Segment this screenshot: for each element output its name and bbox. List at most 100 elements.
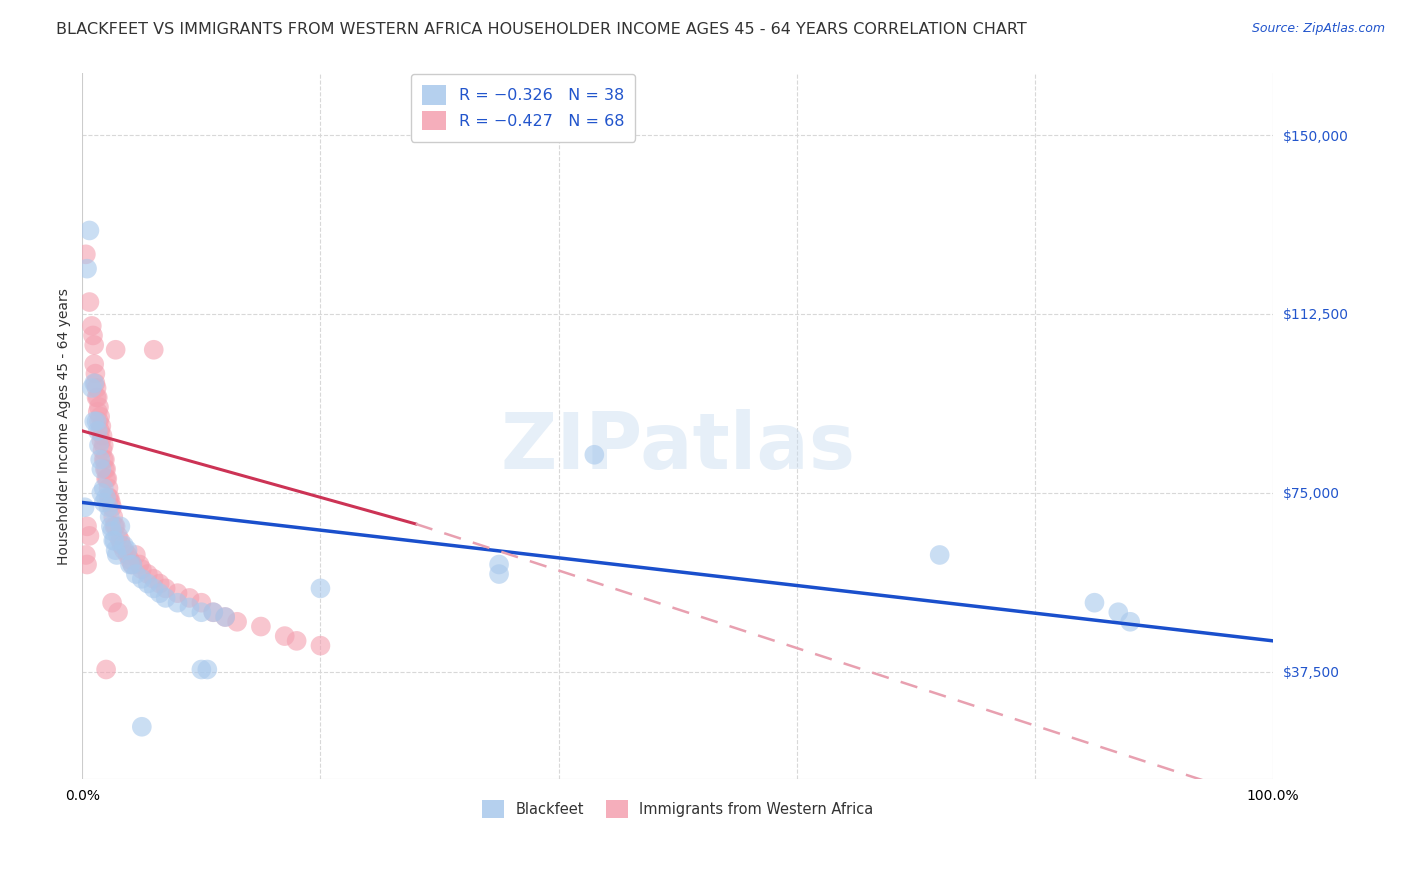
Point	[93, 438, 115, 452]
Point	[87, 438, 110, 452]
Point	[309, 639, 332, 653]
Point	[76, 558, 98, 572]
Point	[142, 343, 165, 357]
Point	[142, 582, 165, 596]
Point	[86, 391, 108, 405]
Point	[84, 376, 107, 391]
Point	[76, 519, 98, 533]
Point	[149, 576, 172, 591]
Point	[79, 295, 101, 310]
Point	[90, 486, 112, 500]
Point	[488, 567, 510, 582]
Text: BLACKFEET VS IMMIGRANTS FROM WESTERN AFRICA HOUSEHOLDER INCOME AGES 45 - 64 YEAR: BLACKFEET VS IMMIGRANTS FROM WESTERN AFR…	[56, 22, 1026, 37]
Point	[202, 605, 225, 619]
Point	[93, 495, 115, 509]
Point	[285, 633, 308, 648]
Point	[101, 596, 124, 610]
Point	[90, 462, 112, 476]
Point	[103, 519, 125, 533]
Point	[89, 452, 111, 467]
Point	[87, 414, 110, 428]
Point	[76, 261, 98, 276]
Point	[98, 491, 121, 505]
Point	[96, 472, 118, 486]
Point	[226, 615, 249, 629]
Point	[87, 391, 110, 405]
Point	[125, 567, 148, 582]
Point	[1083, 596, 1105, 610]
Point	[155, 582, 177, 596]
Y-axis label: Householder Income Ages 45 - 64 years: Householder Income Ages 45 - 64 years	[58, 288, 72, 565]
Point	[83, 414, 105, 428]
Point	[79, 223, 101, 237]
Point	[103, 533, 125, 548]
Point	[104, 543, 127, 558]
Point	[104, 519, 127, 533]
Point	[112, 543, 135, 558]
Point	[73, 500, 96, 515]
Point	[488, 558, 510, 572]
Point	[117, 548, 139, 562]
Point	[94, 491, 117, 505]
Point	[94, 472, 117, 486]
Point	[100, 519, 122, 533]
Point	[110, 519, 132, 533]
Point	[87, 405, 110, 419]
Point	[131, 572, 153, 586]
Point	[91, 428, 114, 442]
Point	[166, 586, 188, 600]
Point	[250, 619, 273, 633]
Point	[97, 500, 120, 515]
Point	[94, 663, 117, 677]
Point	[195, 663, 218, 677]
Point	[105, 548, 128, 562]
Point	[80, 381, 103, 395]
Point	[83, 338, 105, 352]
Point	[79, 529, 101, 543]
Point	[131, 720, 153, 734]
Point	[155, 591, 177, 605]
Point	[190, 605, 212, 619]
Point	[121, 558, 143, 572]
Point	[86, 381, 108, 395]
Point	[118, 558, 141, 572]
Point	[94, 452, 117, 467]
Point	[86, 414, 108, 428]
Point	[103, 533, 125, 548]
Point	[83, 357, 105, 371]
Point	[75, 548, 97, 562]
Point	[131, 562, 153, 576]
Point	[190, 596, 212, 610]
Point	[100, 495, 122, 509]
Point	[84, 367, 107, 381]
Point	[110, 538, 132, 552]
Point	[91, 442, 114, 457]
Text: ZIPatlas: ZIPatlas	[501, 409, 855, 485]
Point	[110, 533, 132, 548]
Point	[98, 509, 121, 524]
Point	[75, 247, 97, 261]
Point	[112, 538, 135, 552]
Point	[142, 572, 165, 586]
Point	[107, 605, 129, 619]
Point	[107, 529, 129, 543]
Point	[214, 610, 236, 624]
Point	[928, 548, 950, 562]
Point	[97, 491, 120, 505]
Point	[309, 582, 332, 596]
Point	[82, 328, 104, 343]
Point	[136, 576, 159, 591]
Point	[214, 610, 236, 624]
Point	[121, 558, 143, 572]
Point	[1119, 615, 1142, 629]
Point	[125, 548, 148, 562]
Point	[166, 596, 188, 610]
Point	[118, 553, 141, 567]
Point	[90, 419, 112, 434]
Point	[149, 586, 172, 600]
Point	[202, 605, 225, 619]
Point	[89, 409, 111, 424]
Point	[90, 434, 112, 448]
Point	[94, 462, 117, 476]
Point	[179, 600, 201, 615]
